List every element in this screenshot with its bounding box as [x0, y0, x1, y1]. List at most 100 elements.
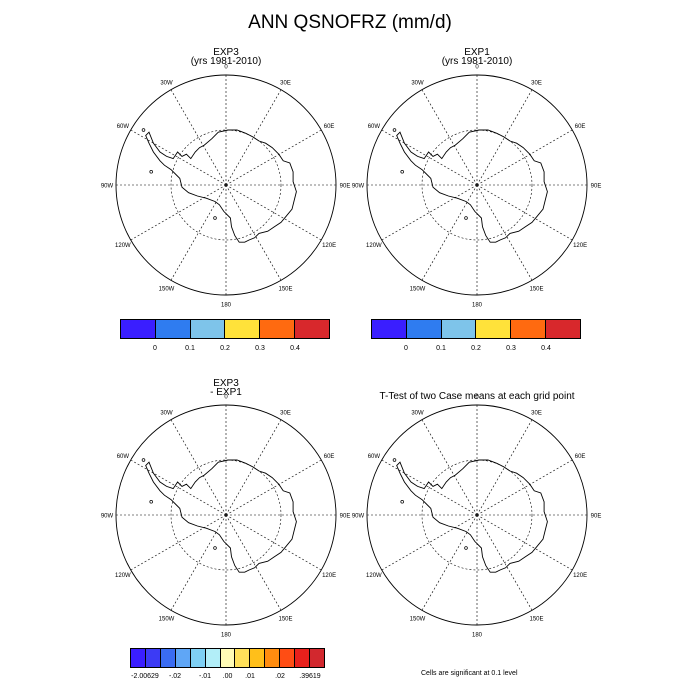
- longitude-label: 180: [221, 303, 232, 309]
- colorbar-tick-label: 0.3: [506, 345, 516, 352]
- latitude-line: [421, 459, 533, 571]
- island-outline: [141, 458, 146, 462]
- longitude-label: 120E: [322, 573, 336, 579]
- colorbar-tick-label: -.02: [168, 673, 182, 680]
- island-outline: [464, 216, 468, 220]
- map-panel-3: 0 30E 60E 90E 120E 150E 180 150W 120W 90W 60W 30W: [101, 395, 351, 639]
- longitude-label: 150E: [529, 617, 543, 623]
- longitude-label: 30W: [160, 80, 173, 86]
- panel-3-title-line-1: EXP3: [213, 378, 239, 389]
- longitude-label: 60W: [117, 124, 130, 130]
- longitude-label: 90E: [591, 184, 602, 190]
- longitude-label: 150E: [529, 287, 543, 293]
- colorbar-difference-box: [220, 649, 236, 667]
- colorbar-difference-box: [310, 649, 324, 667]
- longitude-label: 90E: [340, 184, 351, 190]
- longitude-label: 180: [472, 633, 483, 639]
- longitude-label: 180: [472, 303, 483, 309]
- longitude-label: 150W: [159, 287, 175, 293]
- longitude-label: 30E: [280, 80, 291, 86]
- map-panel-2: 0 30E 60E 90E 120E 150E 180 150W 120W 90W 60W 30W: [352, 65, 602, 309]
- antarctica-coastline: [396, 459, 548, 573]
- colorbar-difference-box: [265, 649, 281, 667]
- colorbar-difference-box: [131, 649, 146, 667]
- colorbar-panel-1-box: [155, 320, 191, 338]
- panel-3-title-line-2: - EXP1: [210, 387, 242, 398]
- longitude-label: 60E: [575, 454, 586, 460]
- island-outline: [213, 216, 217, 220]
- panel-2-title: EXP1 (yrs 1981-2010): [427, 47, 527, 67]
- figure-title: ANN QSNOFRZ (mm/d): [248, 12, 452, 33]
- colorbar-difference-box: [145, 649, 161, 667]
- longitude-label: 120E: [573, 573, 587, 579]
- colorbar-difference-box: [250, 649, 266, 667]
- panel-2-title-line-1: EXP1: [464, 47, 490, 58]
- panel-3-title: EXP3 - EXP1: [176, 378, 276, 398]
- colorbar-difference: [130, 648, 325, 668]
- colorbar-tick-label: .01: [245, 673, 255, 680]
- panel-1-title-line-2: (yrs 1981-2010): [190, 56, 262, 67]
- island-outline: [149, 170, 153, 174]
- colorbar-tick-label: 0.2: [220, 345, 230, 352]
- longitude-label: 90W: [352, 514, 365, 520]
- longitude-label: 60W: [117, 454, 130, 460]
- antarctica-coastline: [145, 459, 297, 573]
- longitude-label: 150W: [410, 287, 426, 293]
- longitude-label: 60E: [324, 124, 335, 130]
- panel-1-title-line-1: EXP3: [213, 47, 239, 58]
- meridian-line: [381, 514, 478, 571]
- longitude-label: 90W: [101, 514, 114, 520]
- longitude-label: 120W: [366, 243, 382, 249]
- panel-2-title-line-2: (yrs 1981-2010): [441, 56, 513, 67]
- colorbar-panel-1-box: [121, 320, 156, 338]
- panel-4-title-line-1: T-Test of two Case means at each grid po…: [379, 391, 575, 402]
- meridian-line: [130, 184, 227, 241]
- longitude-label: 180: [221, 633, 232, 639]
- island-outline: [213, 546, 217, 550]
- colorbar-difference-box: [160, 649, 176, 667]
- colorbar-tick-label: 0.4: [541, 345, 551, 352]
- longitude-label: 30W: [160, 410, 173, 416]
- meridian-line: [170, 184, 227, 281]
- longitude-label: 60W: [368, 124, 381, 130]
- island-outline: [464, 546, 468, 550]
- longitude-label: 150E: [278, 617, 292, 623]
- longitude-label: 150W: [410, 617, 426, 623]
- longitude-label: 0: [224, 395, 228, 401]
- longitude-label: 0: [475, 65, 479, 71]
- colorbar-tick-label: 0.4: [290, 345, 300, 352]
- colorbar-tick-label: 0.1: [185, 345, 195, 352]
- panel-4-title: T-Test of two Case means at each grid po…: [352, 391, 602, 402]
- colorbar-panel-2-box: [372, 320, 407, 338]
- colorbar-difference-box: [175, 649, 191, 667]
- colorbar-difference-box: [235, 649, 251, 667]
- antarctica-coastline: [396, 129, 548, 243]
- longitude-label: 30W: [411, 80, 424, 86]
- colorbar-panel-2-box: [511, 320, 547, 338]
- longitude-label: 0: [224, 65, 228, 71]
- longitude-label: 30E: [280, 410, 291, 416]
- longitude-label: 60E: [324, 454, 335, 460]
- longitude-label: 30E: [531, 80, 542, 86]
- longitude-label: 120W: [115, 243, 131, 249]
- colorbar-panel-1-box: [190, 320, 226, 338]
- meridian-line: [421, 184, 478, 281]
- colorbar-tick-label: 0: [153, 345, 157, 352]
- colorbar-tick-label: 0.1: [436, 345, 446, 352]
- latitude-line: [170, 459, 282, 571]
- colorbar-difference-box: [205, 649, 221, 667]
- colorbar-difference-box: [280, 649, 296, 667]
- island-outline: [400, 170, 404, 174]
- colorbar-tick-label: .02: [275, 673, 285, 680]
- island-outline: [149, 500, 153, 504]
- meridian-line: [421, 514, 478, 611]
- longitude-label: 120W: [115, 573, 131, 579]
- colorbar-panel-1-box: [260, 320, 296, 338]
- colorbar-tick-label: .00: [222, 673, 233, 680]
- meridian-line: [130, 514, 227, 571]
- latitude-line: [170, 129, 282, 241]
- longitude-label: 120E: [573, 243, 587, 249]
- colorbar-panel-2-box: [546, 320, 580, 338]
- latitude-line: [421, 129, 533, 241]
